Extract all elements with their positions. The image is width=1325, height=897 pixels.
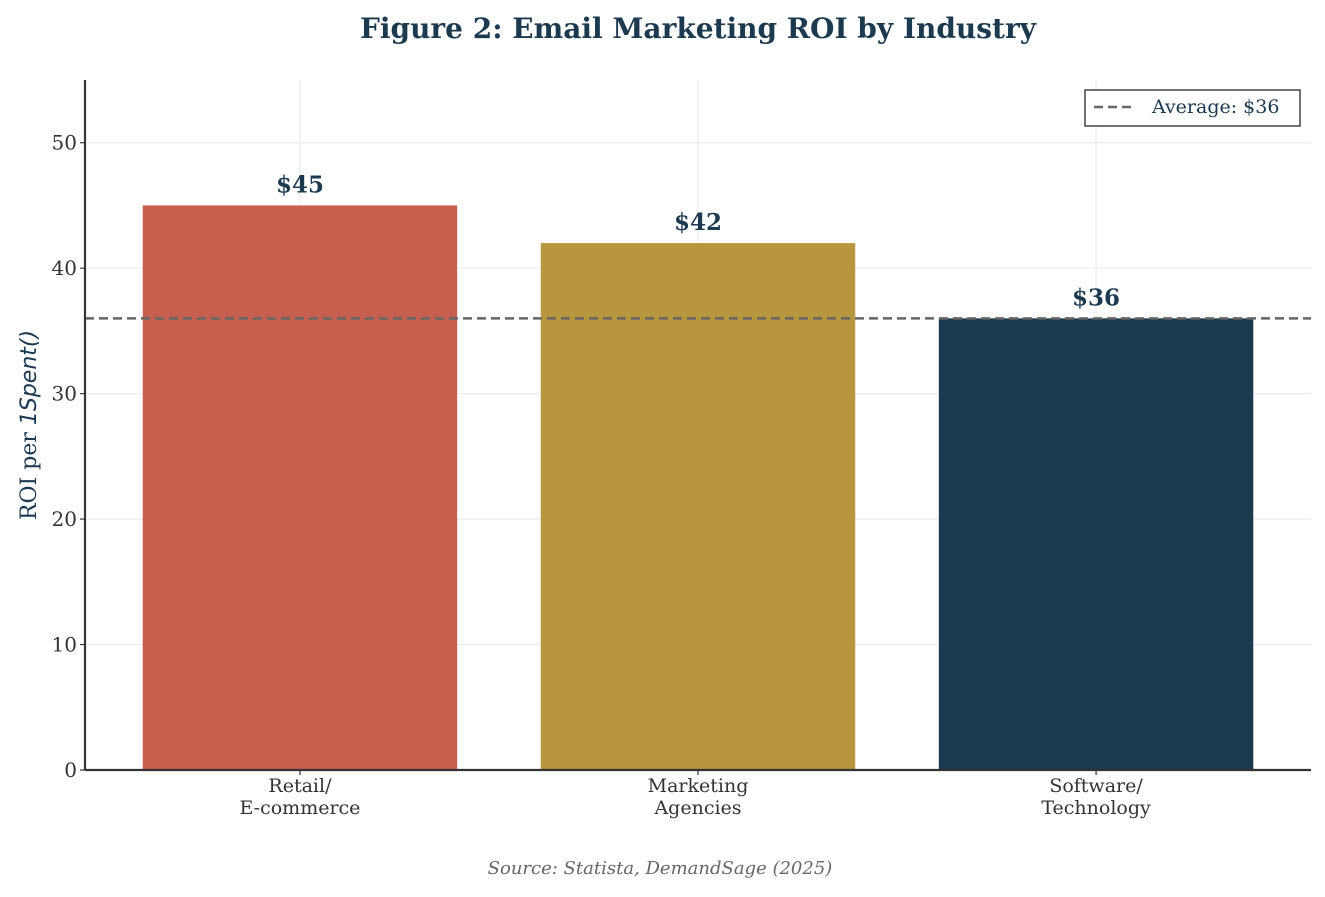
legend-box (1084, 89, 1301, 127)
x-tick-label: Software/Technology (1041, 775, 1151, 819)
y-axis-label-text: ROI per (17, 425, 42, 520)
bar (142, 205, 458, 771)
legend-label: Average: $36 (1151, 96, 1279, 118)
y-tick-label: 0 (64, 758, 77, 782)
x-tick-label-line: Agencies (653, 797, 741, 819)
bar-value-label: $36 (1072, 284, 1120, 311)
x-tick-label: Marketing Agencies (648, 775, 749, 819)
y-tick-label: 20 (52, 507, 77, 531)
x-tick-label-line: E-commerce (239, 797, 360, 819)
x-tick-label-line: Retail/ (268, 775, 332, 797)
x-tick-label-line: Marketing (648, 775, 749, 797)
source-note: Source: Statista, DemandSage (2025) (488, 858, 833, 879)
y-tick-label: 30 (52, 382, 77, 406)
x-tick-label-line: Technology (1041, 797, 1151, 819)
bar-value-label: $45 (276, 171, 324, 198)
bar (540, 243, 856, 770)
x-tick-label: Retail/E-commerce (239, 775, 360, 819)
y-tick-label: 40 (52, 256, 77, 280)
bar-value-label: $42 (674, 209, 722, 236)
bars (142, 205, 1254, 771)
y-tick-label: 10 (52, 633, 77, 657)
axes: 0 10 20 30 40 50 Retail/E-commerce Marketing Age… (52, 80, 1311, 819)
x-tick-label-line: Software/ (1049, 775, 1143, 797)
y-tick-label: 50 (52, 131, 77, 155)
data-labels: $45 $42 $36 (276, 171, 1120, 311)
y-axis-label-math: 1Spent() (17, 330, 42, 425)
chart-title: Figure 2: Email Marketing ROI by Industr… (360, 12, 1037, 45)
legend: Average: $36 (1084, 89, 1301, 127)
y-axis-label: ROI per 1Spent() (17, 330, 42, 520)
bar (938, 318, 1254, 770)
